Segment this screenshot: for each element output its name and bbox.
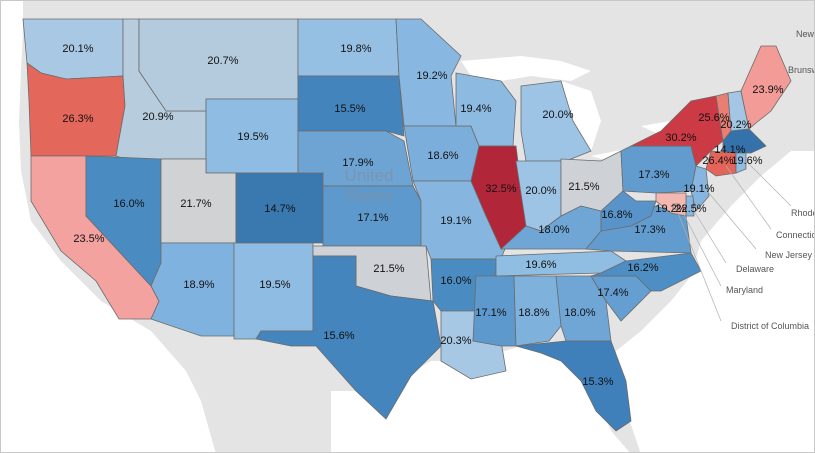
value-label-nd: 19.8% (340, 43, 371, 55)
value-label-ca: 23.5% (73, 233, 104, 245)
value-label-ms: 17.1% (475, 307, 506, 319)
value-label-nm: 19.5% (259, 279, 290, 291)
canada-label-brunswick: Brunswick (788, 65, 815, 75)
value-label-ar: 16.0% (440, 275, 471, 287)
value-label-me: 23.9% (752, 84, 783, 96)
value-label-ga: 18.0% (564, 307, 595, 319)
value-label-wa: 20.1% (62, 43, 93, 55)
value-label-wi: 19.4% (460, 103, 491, 115)
value-label-de: 19.2% (655, 203, 686, 215)
value-label-ia: 18.6% (427, 150, 458, 162)
value-label-vt: 25.6% (698, 112, 729, 124)
state-nm[interactable] (233, 242, 314, 340)
side-label-maryland: Maryland (726, 285, 763, 295)
side-label-dc: District of Columbia (731, 321, 809, 331)
value-label-ri: 19.6% (731, 155, 762, 167)
value-label-wy: 19.5% (237, 131, 268, 143)
value-label-md: 22.5% (675, 203, 706, 215)
side-label-rhode-island: Rhode Island (791, 208, 815, 218)
value-label-il: 32.5% (485, 183, 516, 195)
side-label-delaware: Delaware (736, 264, 774, 274)
value-label-mi: 20.0% (542, 109, 573, 121)
value-label-al: 18.8% (518, 307, 549, 319)
value-label-ut: 21.7% (180, 198, 211, 210)
state-nc[interactable] (590, 252, 702, 292)
country-label-line1: United (344, 166, 393, 185)
value-label-id: 20.9% (142, 111, 173, 123)
value-label-la: 20.3% (440, 335, 471, 347)
value-label-ma: 14.1% (714, 144, 745, 156)
value-label-in: 20.0% (525, 185, 556, 197)
leader-lines (675, 160, 792, 322)
state-me[interactable] (740, 45, 792, 130)
value-label-ne: 17.9% (342, 157, 373, 169)
value-label-tx: 15.6% (323, 330, 354, 342)
state-wv[interactable] (600, 190, 657, 232)
value-label-ny: 30.2% (665, 132, 696, 144)
state-nj[interactable] (690, 165, 710, 212)
value-label-ks: 17.1% (357, 212, 388, 224)
pacific-ocean (1, 1, 216, 452)
gulf-of-mexico (331, 346, 630, 452)
lake-superior (461, 56, 591, 81)
state-al[interactable] (513, 275, 562, 347)
value-label-az: 18.9% (183, 279, 214, 291)
value-label-nh: 20.2% (720, 119, 751, 131)
value-label-pa: 17.3% (638, 169, 669, 181)
value-label-mt: 20.7% (207, 55, 238, 67)
value-label-sc: 17.4% (597, 287, 628, 299)
value-labels-layer: 20.1% 26.3% 23.5% 20.9% 16.0% 20.7% 19.5… (62, 43, 783, 388)
state-tx[interactable] (255, 255, 442, 420)
country-label-line2: States (345, 186, 393, 205)
value-label-ok: 21.5% (373, 263, 404, 275)
value-label-ct: 26.4% (702, 155, 733, 167)
value-label-mo: 19.1% (440, 215, 471, 227)
value-label-oh: 21.5% (568, 181, 599, 193)
state-ms[interactable] (472, 275, 517, 347)
atlantic-ocean (616, 151, 814, 452)
side-label-connecticut: Connecticut (776, 230, 815, 240)
value-label-nc: 16.2% (627, 262, 658, 274)
value-label-wv: 16.8% (601, 209, 632, 221)
value-label-ky: 18.0% (538, 224, 569, 236)
value-label-fl: 15.3% (582, 376, 613, 388)
state-dc[interactable] (672, 203, 680, 210)
value-label-or: 26.3% (62, 113, 93, 125)
state-mi[interactable] (520, 80, 592, 162)
state-ri[interactable] (735, 152, 747, 174)
value-label-nv: 16.0% (113, 198, 144, 210)
value-label-sd: 15.5% (334, 103, 365, 115)
state-sd[interactable] (297, 75, 405, 137)
state-mn[interactable] (395, 18, 462, 127)
value-label-co: 14.7% (264, 203, 295, 215)
state-fl[interactable] (515, 340, 632, 432)
canada-label-new: New (796, 29, 815, 39)
side-label-new-jersey: New Jersey (765, 250, 813, 260)
value-label-mn: 19.2% (416, 70, 447, 82)
value-label-va: 17.3% (634, 224, 665, 236)
states-layer (22, 18, 792, 432)
value-label-tn: 19.6% (525, 259, 556, 271)
value-label-nj: 19.1% (683, 183, 714, 195)
